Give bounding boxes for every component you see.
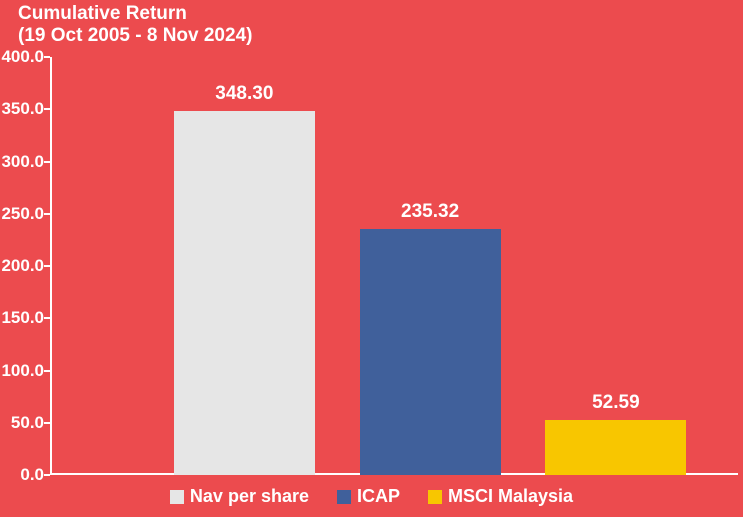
- y-tick-label: 200.0: [1, 256, 44, 276]
- bar: [545, 420, 686, 475]
- y-tick: [44, 161, 50, 163]
- legend-swatch: [428, 490, 442, 504]
- chart-title: Cumulative Return (19 Oct 2005 - 8 Nov 2…: [18, 3, 252, 47]
- y-tick: [44, 265, 50, 267]
- y-tick: [44, 213, 50, 215]
- y-tick: [44, 108, 50, 110]
- y-tick-label: 250.0: [1, 204, 44, 224]
- legend-swatch: [170, 490, 184, 504]
- legend-label: MSCI Malaysia: [448, 486, 573, 507]
- chart-title-line-1: Cumulative Return: [18, 3, 252, 25]
- y-tick: [44, 422, 50, 424]
- bar-value-label: 235.32: [401, 201, 459, 223]
- y-tick-label: 350.0: [1, 99, 44, 119]
- y-tick: [44, 317, 50, 319]
- y-tick-label: 100.0: [1, 361, 44, 381]
- legend-swatch: [337, 490, 351, 504]
- chart-title-line-2: (19 Oct 2005 - 8 Nov 2024): [18, 25, 252, 47]
- plot-area: 0.050.0100.0150.0200.0250.0300.0350.0400…: [50, 57, 738, 475]
- y-axis-line: [50, 57, 52, 475]
- y-tick-label: 150.0: [1, 308, 44, 328]
- bar-value-label: 348.30: [215, 83, 273, 105]
- bar: [174, 111, 315, 475]
- y-tick: [44, 370, 50, 372]
- legend-item: ICAP: [337, 486, 400, 507]
- legend-item: Nav per share: [170, 486, 309, 507]
- y-tick-label: 300.0: [1, 152, 44, 172]
- legend-label: Nav per share: [190, 486, 309, 507]
- y-tick-label: 0.0: [20, 465, 44, 485]
- y-tick-label: 400.0: [1, 47, 44, 67]
- legend: Nav per share ICAP MSCI Malaysia: [0, 486, 743, 507]
- legend-label: ICAP: [357, 486, 400, 507]
- bar: [360, 229, 501, 475]
- y-tick: [44, 56, 50, 58]
- y-tick: [44, 474, 50, 476]
- bar-value-label: 52.59: [592, 392, 640, 414]
- y-tick-label: 50.0: [11, 413, 44, 433]
- legend-item: MSCI Malaysia: [428, 486, 573, 507]
